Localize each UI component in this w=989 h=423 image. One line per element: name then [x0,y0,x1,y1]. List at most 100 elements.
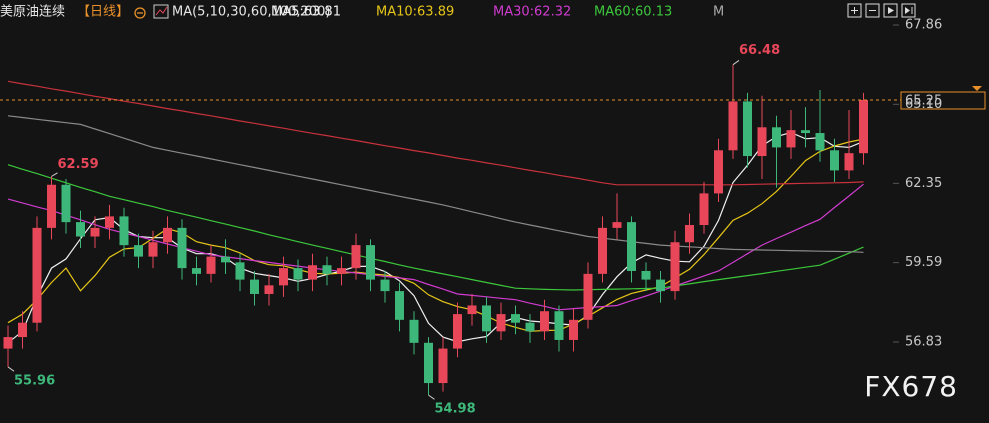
candle-body [612,222,622,228]
candle-body [844,153,854,171]
candle-body [32,227,42,323]
y-tick-label: 59.59 [905,255,942,270]
legend-entry: MA10:63.89 [376,5,454,20]
candle-body [18,322,27,338]
legend-overflow: M [713,5,724,20]
candle-body [453,314,462,349]
annotations: 65.25 66.48 54.98 62.59 55.96 [0,43,986,417]
candle-body [540,311,549,332]
min-label: 54.98 [435,402,476,417]
candle-body [496,314,506,332]
indicator-settings-icon[interactable] [134,7,146,19]
candle-body [685,225,694,243]
candle-body [830,150,839,171]
candle-body [351,245,361,269]
candle-body [757,127,767,157]
ma-line [7,183,864,311]
candle-body [728,101,738,151]
candle-body [308,265,317,280]
zoom-out-button[interactable] [865,3,880,18]
candle-body [714,150,723,194]
play-button[interactable] [883,3,898,18]
ma-line [7,115,864,253]
toolbar [847,3,916,18]
candle-body [148,242,158,257]
candle-body [3,337,13,349]
ma-line [7,131,864,344]
max-label: 66.48 [739,43,780,58]
local-high-label: 62.59 [58,157,99,172]
candle-body [395,291,404,320]
min-label-leader [428,394,435,400]
ma-params: MA(5,10,30,60,100,200) [172,5,330,20]
ma-icon[interactable] [153,4,169,19]
candle-body [221,256,230,263]
candle-body [76,222,85,237]
candle-body [525,322,535,332]
candle-body [380,279,390,292]
legend-entry: MA60:60.13 [594,5,672,20]
candle-body [438,348,448,384]
zoom-button[interactable] [847,3,862,18]
last-price-label: 65.25 [905,94,942,109]
candle-body [424,342,433,384]
candle-body [670,242,680,292]
period[interactable]: 【日线】 [77,5,129,20]
legend: MA5:63.81 MA10:63.89 MA30:62.32 MA60:60.13 [271,5,672,20]
candle-body [250,279,259,294]
candle-body [105,216,114,228]
candle-body [569,319,578,340]
candle-body [482,305,491,332]
candle-body [119,216,129,246]
candle-body [134,245,143,257]
candle-body [177,227,187,269]
candle-body [322,265,332,274]
y-tick-label: 56.83 [905,334,942,349]
candle-body [61,184,71,223]
candle-body [279,268,288,286]
candle-body [815,133,825,151]
candle-body [90,227,100,237]
last-price-arrow [972,86,982,92]
candle-body [772,127,781,148]
candle-body [786,130,796,148]
y-tick-label: 65.10 [905,97,942,112]
watermark: FX678 [864,370,958,403]
ma-line [7,164,864,291]
candle-body [467,305,477,315]
max-label-leader [732,60,740,66]
price-axis: 56.83 59.59 62.35 65.10 67.86 [905,18,942,350]
legend-entry: MA30:62.32 [493,5,571,20]
candle-body [641,270,651,280]
y-tick-label: 67.86 [905,18,942,33]
plot-area [3,64,868,396]
candle-body [264,285,274,294]
candle-body [337,268,346,274]
candle-body [206,256,216,274]
grid [893,24,899,343]
candle-body [699,193,709,226]
local-high-label-leader [51,172,58,177]
candle-body [801,130,810,134]
candle-body [859,100,868,154]
candle-body [47,184,56,228]
candle-body [583,273,593,320]
candle-body [598,227,607,274]
candle-body [627,222,636,271]
candle-body [743,101,752,157]
candle-body [163,227,172,243]
last-price-box [900,91,986,110]
local-low-label-leader [7,366,15,372]
next-button[interactable] [901,3,916,18]
candle-body [366,245,375,280]
candle-body [293,268,303,280]
legend-entry: MA5:63.81 [271,5,341,20]
candle-body [235,262,245,280]
candle-body [554,311,564,340]
local-low-label: 55.96 [14,373,55,388]
candle-body [511,314,520,323]
instrument-title: 美原油连续 [0,4,65,20]
y-tick-label: 62.35 [905,176,942,191]
